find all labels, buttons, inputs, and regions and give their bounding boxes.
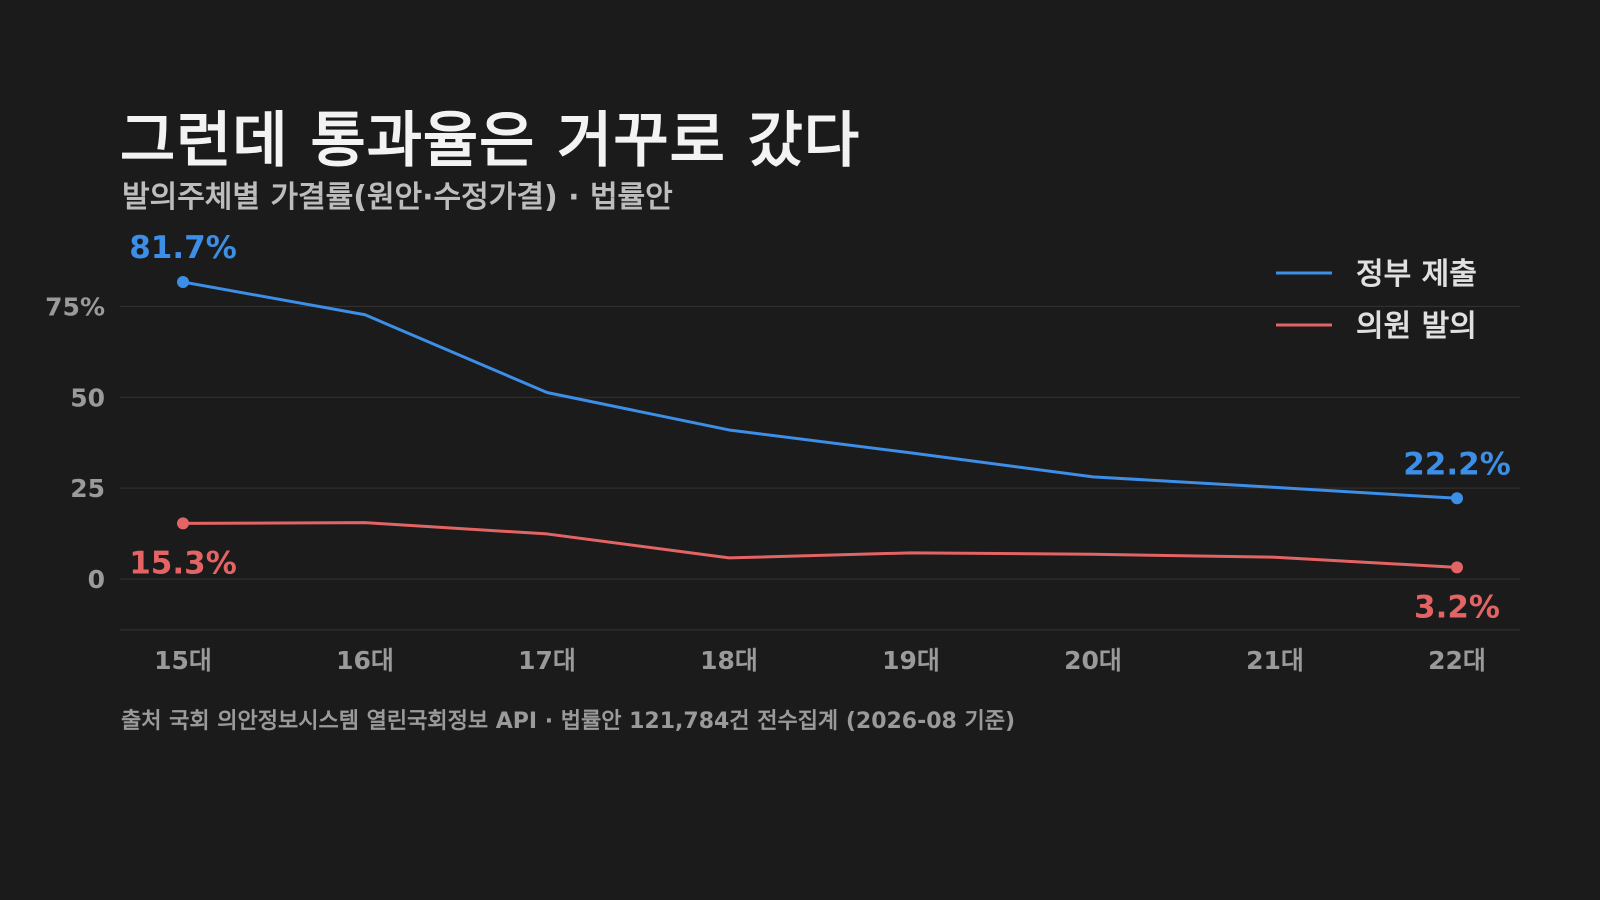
x-tick-label: 21대 xyxy=(1246,646,1304,675)
x-tick-label: 19대 xyxy=(882,646,940,675)
y-tick-label: 0 xyxy=(88,565,105,594)
legend-label: 의원 발의 xyxy=(1356,309,1477,344)
chart-title: 그런데 통과율은 거꾸로 갔다 xyxy=(120,106,861,176)
x-axis-ticks: 15대 16대 17대 18대 19대 20대 21대 22대 xyxy=(154,646,1486,675)
series-point xyxy=(1451,492,1463,505)
data-labels: 81.7% 22.2% 15.3% 3.2% xyxy=(129,230,1511,625)
chart-subtitle: 발의주체별 가결률(원안·수정가결) · 법률안 xyxy=(122,180,673,215)
x-tick-label: 20대 xyxy=(1064,646,1122,675)
x-tick-label: 15대 xyxy=(154,646,212,675)
grid-lines xyxy=(120,305,1520,631)
data-label: 81.7% xyxy=(129,230,237,266)
y-tick-label: 75% xyxy=(45,292,105,321)
data-label: 3.2% xyxy=(1414,589,1500,625)
series-point xyxy=(177,517,189,530)
y-tick-label: 50 xyxy=(70,383,105,412)
y-tick-label: 25 xyxy=(70,474,105,503)
x-tick-label: 22대 xyxy=(1428,646,1486,675)
series-point xyxy=(177,276,189,289)
series-lines xyxy=(177,276,1463,574)
series-point xyxy=(1451,561,1463,574)
x-tick-label: 16대 xyxy=(336,646,394,675)
series-line-0 xyxy=(181,280,1459,500)
x-tick-label: 17대 xyxy=(518,646,576,675)
data-label: 22.2% xyxy=(1403,446,1511,482)
y-axis-ticks: 0 25 50 75% xyxy=(45,292,105,594)
data-label: 15.3% xyxy=(129,545,237,581)
legend-label: 정부 제출 xyxy=(1356,257,1477,292)
source-note: 출처 국회 의안정보시스템 열린국회정보 API · 법률안 121,784건 … xyxy=(121,709,1016,734)
x-tick-label: 18대 xyxy=(700,646,758,675)
series-line-1 xyxy=(181,521,1459,569)
